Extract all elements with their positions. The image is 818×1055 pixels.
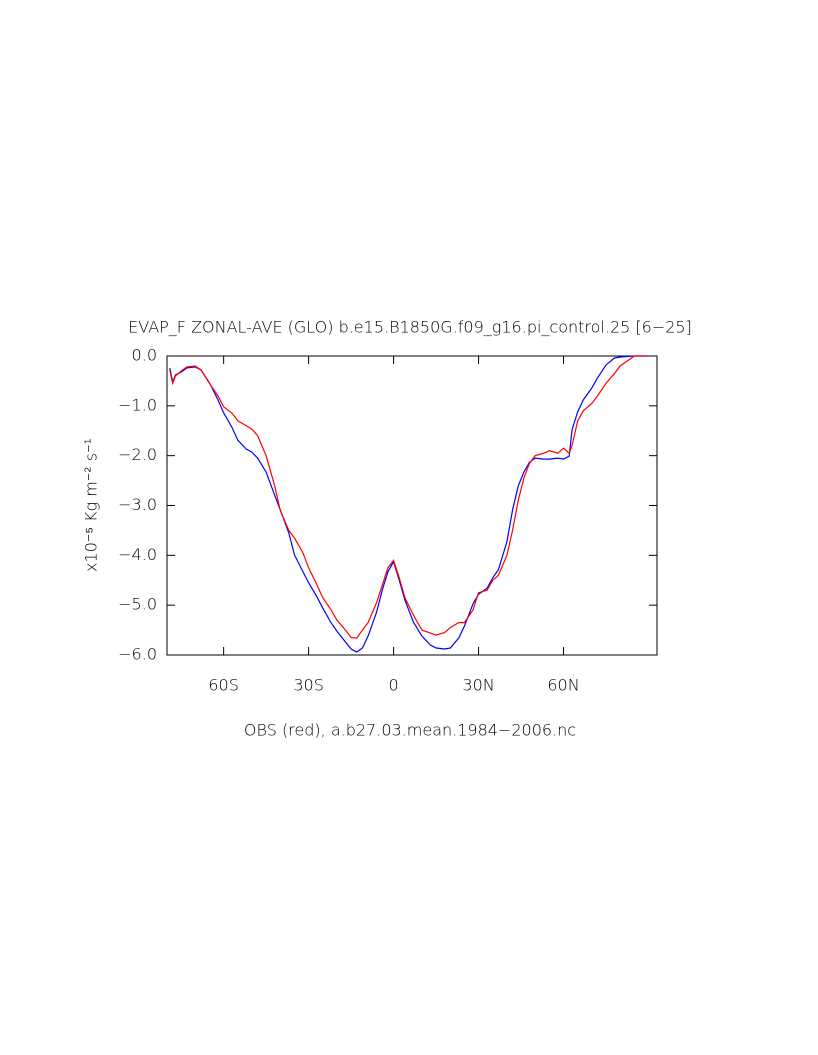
y-tick-label: −5.0: [118, 595, 157, 614]
y-tick-label: 0.0: [132, 346, 157, 365]
y-tick-label: −2.0: [118, 445, 157, 464]
x-tick-label: 60S: [208, 676, 239, 695]
chart-title: EVAP_F ZONAL-AVE (GLO) b.e15.B1850G.f09_…: [128, 318, 692, 337]
x-tick-label: 0: [388, 676, 398, 695]
y-tick-label: −1.0: [118, 395, 157, 414]
x-axis-label: OBS (red), a.b27.03.mean.1984−2006.nc: [244, 721, 576, 740]
x-tick-label: 30S: [293, 676, 324, 695]
y-axis-label: x10⁻⁵ Kg m⁻² s⁻¹: [82, 438, 101, 572]
y-tick-label: −4.0: [118, 545, 157, 564]
data-line: [169, 355, 649, 653]
data-line: [169, 355, 649, 639]
y-tick-label: −3.0: [118, 495, 157, 514]
y-tick-label: −6.0: [118, 645, 157, 664]
x-tick-label: 30N: [462, 676, 494, 695]
x-tick-label: 60N: [547, 676, 579, 695]
